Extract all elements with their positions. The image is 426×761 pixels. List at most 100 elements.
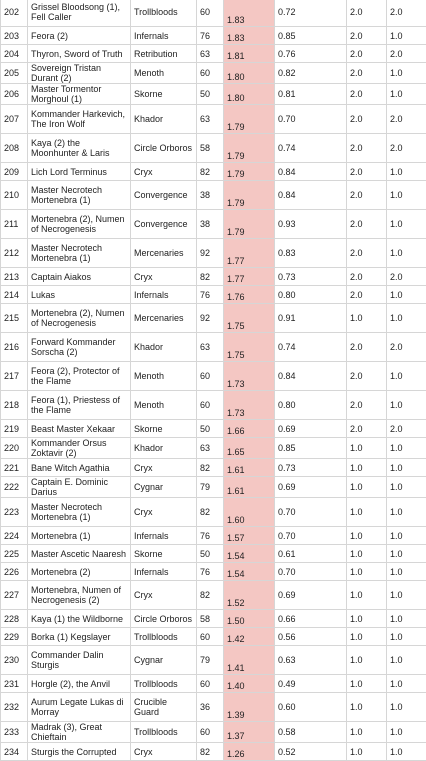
- faction-cell: Khador: [131, 333, 197, 362]
- score-cell: 1.52: [224, 581, 275, 610]
- col-b-cell: 2.0: [387, 0, 426, 27]
- value-cell: 0.61: [275, 545, 347, 563]
- faction-cell: Mercenaries: [131, 239, 197, 268]
- count-cell: 79: [197, 477, 224, 498]
- col-a-cell: 1.0: [347, 498, 387, 527]
- rank-cell: 219: [1, 420, 28, 438]
- value-cell: 0.66: [275, 610, 347, 628]
- score-cell: 1.57: [224, 527, 275, 545]
- value-cell: 0.83: [275, 239, 347, 268]
- count-cell: 76: [197, 527, 224, 545]
- value-cell: 0.63: [275, 646, 347, 675]
- name-cell: Madrak (3), Great Chieftain: [28, 722, 131, 743]
- col-b-cell: 2.0: [387, 105, 426, 134]
- count-cell: 58: [197, 610, 224, 628]
- name-cell: Thyron, Sword of Truth: [28, 45, 131, 63]
- name-cell: Kaya (2) the Moonhunter & Laris: [28, 134, 131, 163]
- score-cell: 1.75: [224, 304, 275, 333]
- count-cell: 38: [197, 181, 224, 210]
- count-cell: 36: [197, 693, 224, 722]
- rank-cell: 227: [1, 581, 28, 610]
- col-b-cell: 1.0: [387, 722, 426, 743]
- faction-cell: Trollbloods: [131, 675, 197, 693]
- faction-cell: Retribution: [131, 45, 197, 63]
- faction-cell: Cryx: [131, 459, 197, 477]
- col-a-cell: 2.0: [347, 362, 387, 391]
- value-cell: 0.84: [275, 163, 347, 181]
- col-b-cell: 1.0: [387, 84, 426, 105]
- col-b-cell: 1.0: [387, 304, 426, 333]
- value-cell: 0.70: [275, 498, 347, 527]
- count-cell: 63: [197, 438, 224, 459]
- col-a-cell: 1.0: [347, 545, 387, 563]
- faction-cell: Cygnar: [131, 646, 197, 675]
- value-cell: 0.60: [275, 693, 347, 722]
- rank-cell: 204: [1, 45, 28, 63]
- score-cell: 1.41: [224, 646, 275, 675]
- faction-cell: Crucible Guard: [131, 693, 197, 722]
- col-a-cell: 1.0: [347, 304, 387, 333]
- faction-cell: Cryx: [131, 581, 197, 610]
- rank-cell: 213: [1, 268, 28, 286]
- value-cell: 0.52: [275, 743, 347, 761]
- rank-cell: 221: [1, 459, 28, 477]
- name-cell: Mortenebra (1): [28, 527, 131, 545]
- col-a-cell: 1.0: [347, 459, 387, 477]
- name-cell: Sovereign Tristan Durant (2): [28, 63, 131, 84]
- name-cell: Mortenebra, Numen of Necrogenesis (2): [28, 581, 131, 610]
- col-a-cell: 2.0: [347, 333, 387, 362]
- faction-cell: Menoth: [131, 362, 197, 391]
- faction-cell: Trollbloods: [131, 628, 197, 646]
- score-cell: 1.77: [224, 268, 275, 286]
- value-cell: 0.85: [275, 438, 347, 459]
- value-cell: 0.69: [275, 420, 347, 438]
- name-cell: Borka (1) Kegslayer: [28, 628, 131, 646]
- faction-cell: Cryx: [131, 268, 197, 286]
- col-b-cell: 2.0: [387, 268, 426, 286]
- col-a-cell: 1.0: [347, 438, 387, 459]
- col-b-cell: 1.0: [387, 545, 426, 563]
- name-cell: Mortenebra (2), Numen of Necrogenesis: [28, 304, 131, 333]
- rank-cell: 208: [1, 134, 28, 163]
- count-cell: 38: [197, 210, 224, 239]
- faction-cell: Circle Orboros: [131, 610, 197, 628]
- rank-cell: 229: [1, 628, 28, 646]
- col-b-cell: 1.0: [387, 628, 426, 646]
- col-a-cell: 1.0: [347, 646, 387, 675]
- rank-cell: 210: [1, 181, 28, 210]
- score-cell: 1.79: [224, 210, 275, 239]
- name-cell: Aurum Legate Lukas di Morray: [28, 693, 131, 722]
- score-cell: 1.40: [224, 675, 275, 693]
- name-cell: Bane Witch Agathia: [28, 459, 131, 477]
- faction-cell: Skorne: [131, 84, 197, 105]
- name-cell: Master Necrotech Mortenebra (1): [28, 498, 131, 527]
- faction-cell: Khador: [131, 105, 197, 134]
- faction-cell: Convergence: [131, 210, 197, 239]
- rank-cell: 207: [1, 105, 28, 134]
- score-cell: 1.73: [224, 362, 275, 391]
- rank-cell: 234: [1, 743, 28, 761]
- name-cell: Captain E. Dominic Darius: [28, 477, 131, 498]
- score-cell: 1.37: [224, 722, 275, 743]
- col-b-cell: 1.0: [387, 391, 426, 420]
- faction-cell: Menoth: [131, 63, 197, 84]
- col-a-cell: 1.0: [347, 477, 387, 498]
- value-cell: 0.69: [275, 581, 347, 610]
- value-cell: 0.56: [275, 628, 347, 646]
- name-cell: Horgle (2), the Anvil: [28, 675, 131, 693]
- value-cell: 0.84: [275, 181, 347, 210]
- col-a-cell: 2.0: [347, 181, 387, 210]
- col-a-cell: 1.0: [347, 743, 387, 761]
- rank-cell: 222: [1, 477, 28, 498]
- rank-cell: 203: [1, 27, 28, 45]
- col-a-cell: 2.0: [347, 210, 387, 239]
- score-cell: 1.79: [224, 105, 275, 134]
- value-cell: 0.72: [275, 0, 347, 27]
- count-cell: 76: [197, 286, 224, 304]
- faction-cell: Khador: [131, 438, 197, 459]
